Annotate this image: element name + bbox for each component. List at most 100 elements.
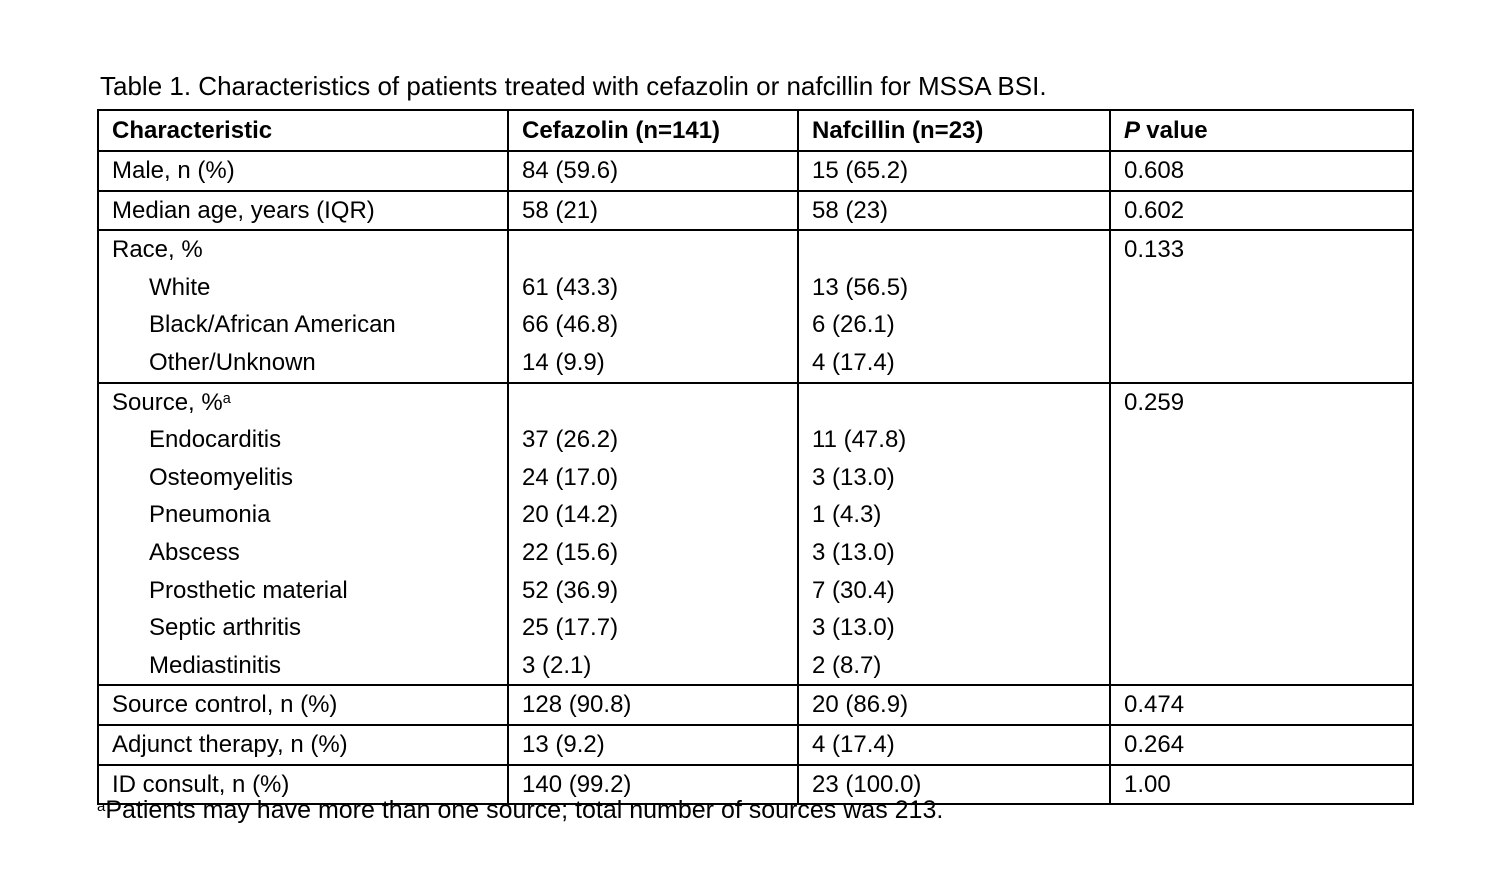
- cell-value: 13 (56.5): [812, 273, 909, 301]
- footnote-text: Patients may have more than one source; …: [105, 796, 944, 824]
- sub-category-label: White: [149, 273, 211, 301]
- cell-value: 2 (8.7): [812, 651, 882, 679]
- table-footnote: aPatients may have more than one source;…: [97, 795, 1417, 826]
- cell-value: 0.474: [1124, 691, 1185, 719]
- cefazolin-cell: 61 (43.3) 66 (46.8) 14 (9.9): [507, 229, 799, 384]
- header-characteristic: Characteristic: [97, 109, 509, 152]
- p-value-cell: 0.133: [1109, 229, 1414, 384]
- characteristic-cell: Male, n (%): [97, 150, 509, 192]
- characteristic-cell: Race, % White Black/African American Other/…: [97, 229, 509, 384]
- sub-category-label: Black/African American: [149, 311, 396, 339]
- cell-value: [522, 385, 791, 422]
- p-value-cell: 0.602: [1109, 189, 1414, 232]
- table-body: Male, n (%) 84 (59.6) 15 (65.2) 0.608 Median…: [97, 150, 1414, 806]
- header-cefazolin: Cefazolin (n=141): [507, 109, 799, 152]
- characteristic-cell: Median age, years (IQR): [97, 189, 509, 232]
- cell-value: 58 (23): [812, 196, 889, 224]
- p-value-label-rest: value: [1146, 117, 1208, 144]
- footnote-marker: a: [97, 798, 106, 816]
- table-header: Characteristic Cefazolin (n=141) Nafcill…: [97, 109, 1414, 152]
- cell-value: 15 (65.2): [812, 157, 909, 184]
- header-nafcillin: Nafcillin (n=23): [797, 109, 1111, 152]
- cell-value: 3 (13.0): [812, 538, 895, 566]
- table-row: Median age, years (IQR) 58 (21) 58 (23) 0.6…: [97, 189, 1414, 232]
- cell-value: 3 (13.0): [812, 614, 895, 642]
- cell-value: 20 (86.9): [812, 691, 909, 719]
- cell-value: 1.00: [1124, 770, 1171, 798]
- row-label: Source control, n (%): [112, 691, 338, 719]
- cell-value: [1124, 421, 1406, 459]
- cell-value: [1124, 344, 1406, 381]
- cell-value: [1124, 269, 1406, 307]
- p-value-cell: 0.259: [1109, 381, 1414, 687]
- sub-category-label: Prosthetic material: [149, 576, 348, 604]
- cell-value: 0.264: [1124, 730, 1185, 758]
- cell-value: 58 (21): [522, 196, 599, 224]
- table-group-row: Source, %a Endocarditis Osteomyelitis Pneum…: [97, 381, 1414, 687]
- cell-value: [1124, 496, 1406, 534]
- cell-value: 25 (17.7): [522, 614, 619, 642]
- cell-value: [1124, 572, 1406, 610]
- nafcillin-cell: 4 (17.4): [797, 723, 1111, 766]
- table-row: Male, n (%) 84 (59.6) 15 (65.2) 0.608: [97, 150, 1414, 192]
- table-row: Source control, n (%) 128 (90.8) 20 (86.9)…: [97, 684, 1414, 726]
- cell-value: [522, 232, 791, 269]
- cell-value: [1124, 306, 1406, 344]
- nafcillin-cell: 15 (65.2): [797, 150, 1111, 192]
- cell-value: 0.259: [1124, 388, 1185, 416]
- cell-value: 128 (90.8): [522, 691, 632, 719]
- row-label: ID consult, n (%): [112, 770, 290, 798]
- cell-value: 24 (17.0): [522, 463, 619, 491]
- characteristics-table: Characteristic Cefazolin (n=141) Nafcill…: [97, 109, 1414, 806]
- table-group-row: Race, % White Black/African American Other/…: [97, 229, 1414, 384]
- row-label: Source, %a: [112, 388, 231, 416]
- cefazolin-cell: 84 (59.6): [507, 150, 799, 192]
- cell-value: 0.602: [1124, 196, 1185, 224]
- cefazolin-cell: 37 (26.2) 24 (17.0) 20 (14.2) 22 (15.6) 52 (…: [507, 381, 799, 687]
- nafcillin-cell: 13 (56.5) 6 (26.1) 4 (17.4): [797, 229, 1111, 384]
- cell-value: 4 (17.4): [812, 730, 895, 758]
- cell-value: [1124, 459, 1406, 497]
- cell-value: 4 (17.4): [812, 348, 895, 376]
- cell-value: 7 (30.4): [812, 576, 895, 604]
- sub-category-label: Abscess: [149, 538, 240, 566]
- nafcillin-cell: 20 (86.9): [797, 684, 1111, 726]
- cell-value: [1124, 609, 1406, 647]
- cell-value: 61 (43.3): [522, 273, 619, 301]
- characteristic-cell: Source control, n (%): [97, 684, 509, 726]
- cell-value: 3 (2.1): [522, 651, 592, 679]
- cell-value: 14 (9.9): [522, 348, 605, 376]
- nafcillin-cell: 11 (47.8) 3 (13.0) 1 (4.3) 3 (13.0) 7 (30.4)…: [797, 381, 1111, 687]
- p-value-cell: 0.264: [1109, 723, 1414, 766]
- cell-value: 20 (14.2): [522, 501, 619, 529]
- p-value-italic-letter: P: [1124, 117, 1141, 144]
- table-title: Table 1. Characteristics of patients tre…: [100, 71, 1047, 101]
- sub-category-label: Endocarditis: [149, 426, 282, 454]
- header-row: Characteristic Cefazolin (n=141) Nafcill…: [97, 109, 1414, 152]
- sub-category-label: Other/Unknown: [149, 348, 316, 376]
- cell-value: 52 (36.9): [522, 576, 619, 604]
- cell-value: 3 (13.0): [812, 463, 895, 491]
- cefazolin-cell: 58 (21): [507, 189, 799, 232]
- cell-value: 140 (99.2): [522, 770, 632, 798]
- row-label: Male, n (%): [112, 157, 235, 184]
- p-value-cell: 1.00: [1109, 763, 1414, 806]
- cell-value: [812, 385, 1103, 422]
- cell-value: 66 (46.8): [522, 311, 619, 339]
- characteristic-cell: ID consult, n (%): [97, 763, 509, 806]
- sub-category-label: Osteomyelitis: [149, 463, 294, 491]
- cell-value: 0.133: [1124, 236, 1185, 264]
- cell-value: 6 (26.1): [812, 311, 895, 339]
- cefazolin-cell: 128 (90.8): [507, 684, 799, 726]
- cell-value: [812, 232, 1103, 269]
- cell-value: 0.608: [1124, 157, 1185, 184]
- cell-value: 23 (100.0): [812, 770, 922, 798]
- cefazolin-cell: 140 (99.2): [507, 763, 799, 806]
- sub-category-label: Septic arthritis: [149, 614, 302, 642]
- cell-value: 84 (59.6): [522, 157, 619, 184]
- cefazolin-cell: 13 (9.2): [507, 723, 799, 766]
- cell-value: [1124, 647, 1406, 684]
- sub-category-label: Pneumonia: [149, 501, 271, 529]
